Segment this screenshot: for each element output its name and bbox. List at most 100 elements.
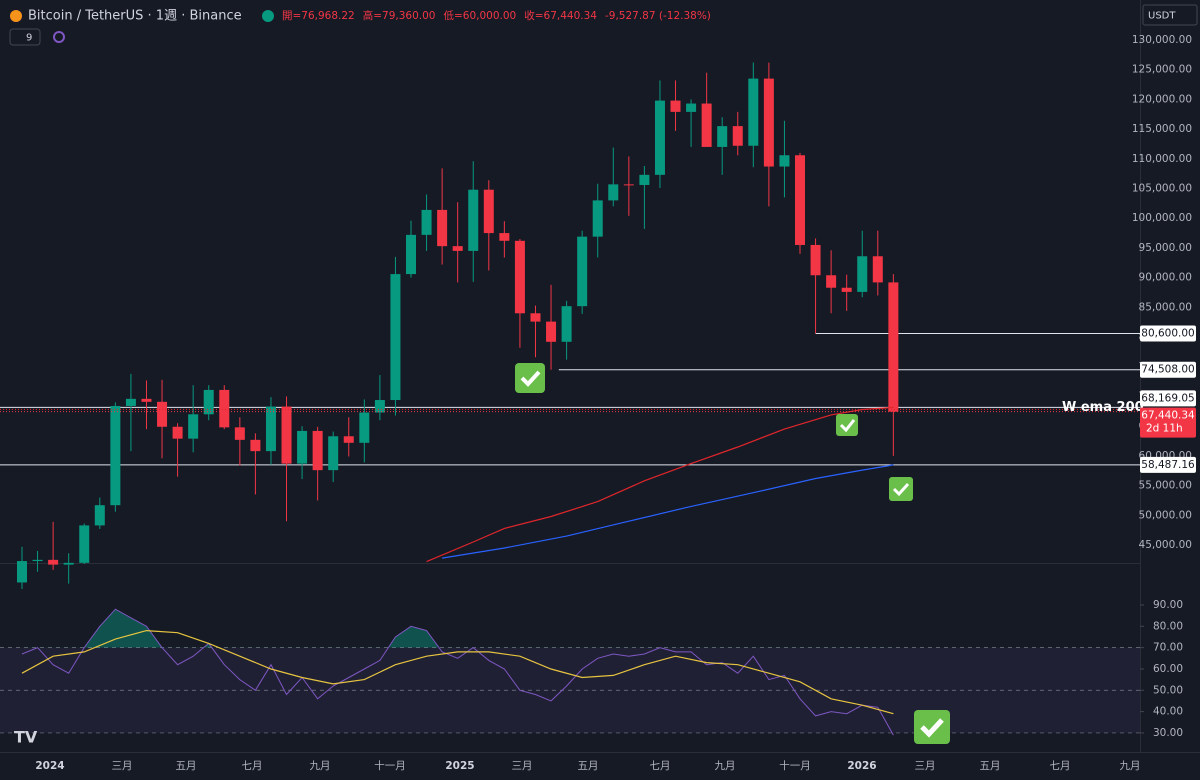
y-tick-label: 120,000.00 [1132,93,1192,105]
candle-body [561,306,572,342]
rsi-ma-line [21,629,894,715]
candle-body [374,400,385,413]
candle-body [826,275,837,288]
candle-body [297,430,308,464]
x-tick-label: 七月 [650,760,671,772]
candle-body [686,103,697,112]
rsi-tick-label: 50.00 [1153,684,1183,696]
candle-body [701,103,712,147]
x-tick-label: 五月 [578,760,599,772]
candle-body [654,100,665,175]
x-tick-label: 2025 [445,760,474,772]
rsi-tick-label: 80.00 [1153,620,1183,632]
candle-body [421,209,432,235]
candle-body [157,401,168,427]
header: Bitcoin / TetherUS · 1週 · Binance 9 [9,9,274,46]
moving-average [442,464,894,559]
countdown: 2d 11h [1146,423,1183,435]
moving-average [426,406,894,563]
ohlc-value: 收=67,440.34 [524,9,597,22]
y-tick-label: 105,000.00 [1132,183,1192,195]
ohlc-value: 低=60,000.00 [444,9,517,22]
rsi-overbought-fill [22,609,894,648]
candle-body [577,236,588,307]
level-label: 80,600.00 [1141,327,1194,339]
x-tick-label: 五月 [176,760,197,772]
candle-body [219,389,230,428]
candle-body [483,189,494,234]
y-tick-label: 100,000.00 [1132,212,1192,224]
rsi-tick-label: 40.00 [1153,706,1183,718]
level-label-box [1140,456,1196,473]
y-tick-label: 110,000.00 [1132,153,1192,165]
check-icon [889,477,913,501]
candle-body [592,200,603,237]
x-tick-label: 七月 [242,760,263,772]
candle-body [810,244,821,276]
x-tick-label: 三月 [112,760,133,772]
plot: 開=76,968.22 高=79,360.00 低=60,000.00 收=67,44… [0,9,1196,772]
rsi-tick-label: 30.00 [1153,727,1183,739]
y-tick-label: 115,000.00 [1132,123,1192,135]
last-price-label: 67,440.34 [1141,410,1195,422]
candle-body [763,78,774,167]
candle-body [872,256,883,283]
candle-body [499,233,510,241]
candle-body [343,436,354,443]
ohlc-value: 開=76,968.22 [282,10,355,22]
ohlc-value: -9,527.87 (-12.38%) [605,10,711,22]
x-tick-label: 2026 [847,760,876,772]
candle-body [234,427,245,440]
candle-body [110,405,121,506]
y-tick-label: 130,000.00 [1132,34,1192,46]
symbol-title[interactable]: Bitcoin / TetherUS · 1週 · Binance [28,9,242,24]
y-tick-label: 85,000.00 [1139,301,1192,313]
level-label: 74,508.00 [1141,364,1194,376]
candle-body [530,313,541,322]
coin-icon [10,10,22,22]
x-tick-label: 十一月 [779,759,811,772]
level-label-box [1140,390,1196,407]
candle-body [748,78,759,146]
y-tick-label: 90,000.00 [1139,272,1192,284]
candle-body [717,126,728,147]
candle-body [328,436,339,471]
check-icon [914,710,950,744]
candle-body [608,184,619,201]
x-tick-label: 十一月 [374,759,406,772]
x-tick-label: 七月 [1050,760,1071,772]
ema-label: W ema 200 [1062,400,1144,415]
candle-body [437,209,448,247]
candle-body [48,559,59,565]
ohlc-value: 高=79,360.00 [363,9,436,22]
candle-body [17,561,27,583]
x-tick-label: 五月 [980,760,1001,772]
candle-body [125,398,136,406]
level-label-box [1140,361,1196,378]
candle-body [841,287,852,292]
candle-body [265,406,276,452]
candle-body [172,426,183,439]
annotations: TV [14,363,950,747]
candle-body [203,389,214,415]
candle-body [359,412,370,443]
indicator-count[interactable]: 9 [26,33,32,44]
candle-body [94,505,105,526]
indicator-toggle[interactable] [9,28,41,46]
y-tick-label: 45,000.00 [1139,539,1192,551]
check-icon [836,414,858,436]
rsi-line [21,608,894,736]
candle-body [795,155,805,245]
y-tick-label: 95,000.00 [1139,242,1192,254]
currency-box[interactable] [1142,4,1198,26]
candle-body [623,184,634,186]
candle-body [63,562,74,565]
y-tick-label: 50,000.00 [1139,509,1192,521]
currency[interactable]: USDT [1148,11,1176,22]
candle-body [546,321,557,342]
last-price-box [1140,407,1196,438]
candle-body [312,430,323,471]
candle-body [857,256,868,292]
candle-body [32,559,43,562]
